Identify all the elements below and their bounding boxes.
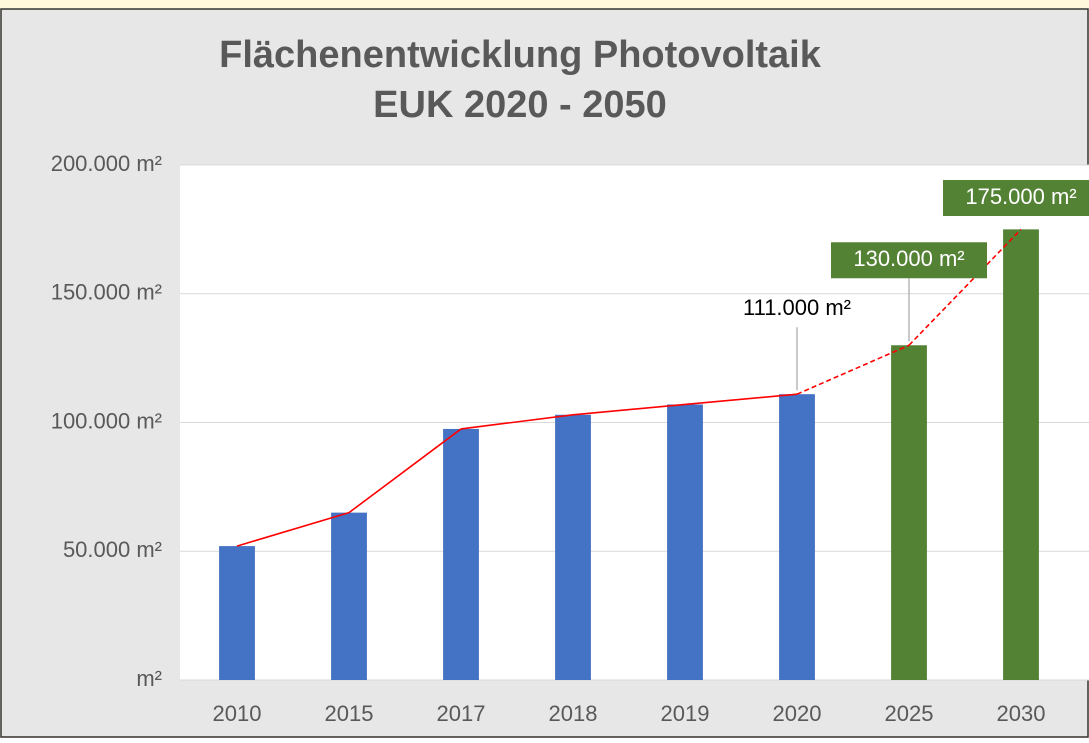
bar bbox=[331, 512, 367, 680]
bar bbox=[219, 546, 255, 680]
x-tick-label: 2025 bbox=[885, 701, 934, 726]
x-tick-label: 2019 bbox=[661, 701, 710, 726]
trend-line bbox=[684, 393, 798, 406]
data-label: 111.000 m² bbox=[743, 295, 851, 320]
trend-line bbox=[796, 344, 910, 395]
bar bbox=[1003, 229, 1039, 680]
chart-title: Flächenentwicklung Photovoltaik bbox=[219, 34, 822, 76]
trend-line bbox=[908, 228, 1022, 346]
x-tick-label: 2015 bbox=[325, 701, 374, 726]
x-tick-label: 2030 bbox=[997, 701, 1046, 726]
y-tick-label: 100.000 m² bbox=[51, 408, 162, 433]
bar bbox=[667, 404, 703, 680]
y-tick-label: 200.000 m² bbox=[51, 151, 162, 176]
y-tick-label: m² bbox=[136, 666, 162, 691]
label-box bbox=[831, 242, 987, 279]
bar bbox=[779, 394, 815, 680]
y-tick-label: 50.000 m² bbox=[63, 537, 162, 562]
x-tick-label: 2018 bbox=[549, 701, 598, 726]
x-tick-label: 2017 bbox=[437, 701, 486, 726]
trend-line bbox=[460, 413, 574, 430]
data-label: 175.000 m² bbox=[965, 184, 1076, 209]
x-tick-label: 2010 bbox=[213, 701, 262, 726]
data-label: 130.000 m² bbox=[853, 246, 964, 271]
x-tick-label: 2020 bbox=[773, 701, 822, 726]
bar bbox=[555, 414, 591, 680]
label-box bbox=[943, 180, 1089, 216]
trend-line bbox=[348, 428, 462, 514]
bar bbox=[891, 345, 927, 680]
trend-line bbox=[236, 511, 350, 547]
bar bbox=[443, 428, 479, 680]
y-tick-label: 150.000 m² bbox=[51, 280, 162, 305]
chart-title: EUK 2020 - 2050 bbox=[373, 84, 667, 126]
trend-line bbox=[572, 403, 686, 416]
